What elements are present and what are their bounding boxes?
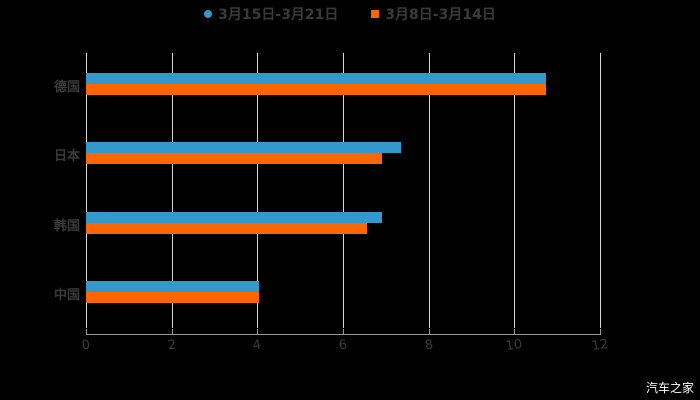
bar-series-2[interactable] bbox=[86, 84, 547, 95]
y-category-label: 中国 bbox=[53, 287, 80, 303]
bar-series-2[interactable] bbox=[86, 153, 382, 165]
x-tick-label: 2 bbox=[166, 337, 177, 354]
bar-series-2[interactable] bbox=[86, 291, 260, 303]
x-tick-label: 12 bbox=[590, 336, 610, 355]
x-tick-label: 0 bbox=[80, 337, 92, 354]
bar-series-2[interactable] bbox=[86, 222, 367, 234]
axis-tick bbox=[600, 329, 601, 335]
x-axis-line bbox=[86, 334, 600, 335]
gridline bbox=[428, 53, 430, 328]
bar-series-1[interactable] bbox=[86, 211, 382, 223]
gridline bbox=[600, 53, 601, 328]
x-tick-label: 6 bbox=[337, 337, 349, 354]
y-category-label: 德国 bbox=[53, 80, 80, 95]
gridline bbox=[343, 53, 344, 328]
axis-tick bbox=[86, 329, 87, 335]
legend-label: 3月15日-3月21日 bbox=[218, 7, 339, 23]
gridline bbox=[86, 53, 87, 328]
bar-series-1[interactable] bbox=[86, 73, 547, 84]
bar-series-1[interactable] bbox=[86, 142, 401, 154]
chart-legend: 3月15日-3月21日 3月8日-3月14日 bbox=[0, 4, 700, 24]
gridline bbox=[171, 53, 173, 328]
axis-tick bbox=[343, 329, 344, 335]
legend-label: 3月8日-3月14日 bbox=[385, 7, 496, 23]
axis-tick bbox=[257, 329, 259, 335]
axis-tick bbox=[514, 329, 516, 335]
y-category-label: 日本 bbox=[53, 149, 80, 165]
circle-marker-icon bbox=[204, 10, 213, 18]
x-tick-label: 8 bbox=[423, 337, 434, 354]
watermark: 汽车之家 bbox=[645, 381, 694, 395]
axis-tick bbox=[428, 329, 430, 335]
y-category-label: 韩国 bbox=[53, 218, 80, 234]
x-tick-label: 4 bbox=[252, 337, 263, 354]
legend-item-series-2[interactable]: 3月8日-3月14日 bbox=[371, 4, 496, 24]
square-marker-icon bbox=[371, 10, 380, 18]
gridline bbox=[257, 53, 259, 328]
gridline bbox=[514, 53, 516, 328]
legend-item-series-1[interactable]: 3月15日-3月21日 bbox=[204, 4, 338, 24]
x-tick-label: 10 bbox=[505, 336, 524, 355]
bar-series-1[interactable] bbox=[86, 280, 260, 292]
axis-tick bbox=[171, 329, 173, 335]
